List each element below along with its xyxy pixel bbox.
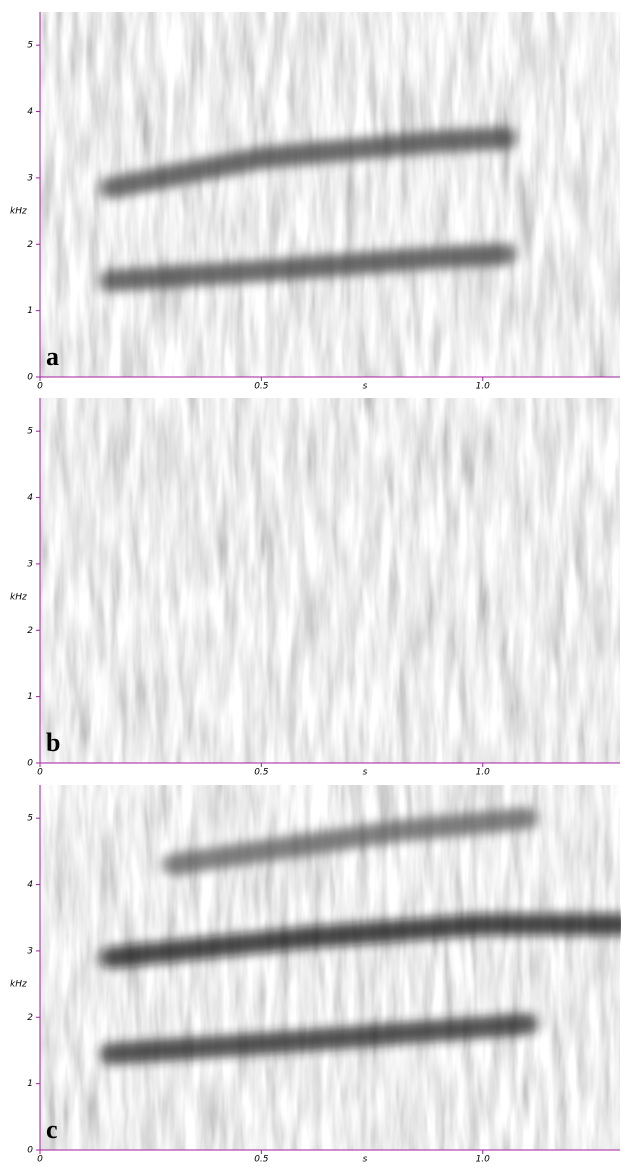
y-tick-label: 3 [27, 559, 33, 569]
y-tick-label: 4 [27, 493, 33, 503]
y-tick-label: 3 [27, 173, 33, 183]
harmonic-band [99, 127, 516, 199]
x-tick-label: 0 [37, 1155, 43, 1164]
y-tick-label: 5 [27, 41, 33, 51]
y-tick-label: 1 [27, 1079, 33, 1089]
x-tick-label: 0 [37, 768, 43, 778]
harmonic-band [99, 243, 516, 292]
spectrogram-background [40, 12, 620, 377]
y-tick-label: 1 [27, 692, 33, 702]
y-tick-label: 5 [27, 427, 33, 437]
panel-label: b [46, 728, 60, 757]
x-tick-label: 0.5 [254, 382, 269, 392]
x-tick-label: 0.5 [254, 768, 269, 778]
harmonic-band [99, 1012, 539, 1065]
x-axis-label: s [363, 1155, 368, 1164]
y-tick-label: 0 [27, 1146, 33, 1156]
y-tick-label: 2 [27, 240, 33, 250]
y-tick-label: 2 [27, 626, 33, 636]
harmonic-band [161, 807, 539, 876]
x-tick-label: 0.5 [254, 1155, 269, 1164]
panel-label: c [46, 1115, 58, 1144]
y-axis-label: kHz [10, 592, 27, 602]
y-tick-label: 0 [27, 759, 33, 769]
x-tick-label: 1.0 [476, 1155, 491, 1164]
y-axis-label: kHz [10, 979, 27, 989]
y-tick-label: 0 [27, 373, 33, 383]
x-axis-label: s [363, 382, 368, 392]
y-tick-label: 2 [27, 1013, 33, 1023]
x-tick-label: 1.0 [476, 768, 491, 778]
y-tick-label: 5 [27, 814, 33, 824]
y-tick-label: 4 [27, 880, 33, 890]
y-tick-label: 3 [27, 946, 33, 956]
y-tick-label: 4 [27, 107, 33, 117]
x-axis-label: s [363, 768, 368, 778]
x-tick-label: 0 [37, 382, 43, 392]
y-tick-label: 1 [27, 306, 33, 316]
panel-label: a [46, 342, 59, 371]
y-axis-label: kHz [10, 206, 27, 216]
x-tick-label: 1.0 [476, 382, 491, 392]
harmonic-band [99, 913, 621, 969]
